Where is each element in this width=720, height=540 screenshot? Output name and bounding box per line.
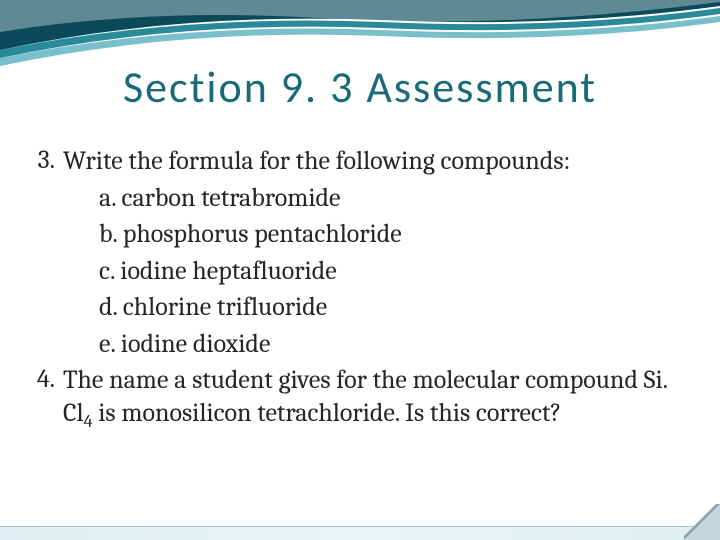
- sub-item-label: a. carbon tetrabromide: [63, 182, 695, 215]
- question-3-sub-b: b. phosphorus pentachloride: [35, 218, 695, 251]
- question-prompt: Write the formula for the following comp…: [63, 145, 695, 178]
- question-prompt: The name a student gives for the molecul…: [63, 364, 695, 433]
- sub-item-label: d. chlorine trifluoride: [63, 291, 695, 324]
- prompt-part-2: is monosilicon tetrachloride. Is this co…: [93, 398, 562, 428]
- subscript: 4: [84, 411, 93, 432]
- question-number: 3.: [35, 145, 63, 178]
- question-3-sub-c: c. iodine heptafluoride: [35, 255, 695, 288]
- sub-item-label: e. iodine dioxide: [63, 328, 695, 361]
- slide-content: 3. Write the formula for the following c…: [35, 145, 695, 437]
- question-3-sub-a: a. carbon tetrabromide: [35, 182, 695, 215]
- sub-item-label: c. iodine heptafluoride: [63, 255, 695, 288]
- question-3: 3. Write the formula for the following c…: [35, 145, 695, 178]
- sub-item-label: b. phosphorus pentachloride: [63, 218, 695, 251]
- question-3-sub-e: e. iodine dioxide: [35, 328, 695, 361]
- question-number: 4.: [35, 364, 63, 433]
- slide-title: Section 9. 3 Assessment: [0, 60, 720, 114]
- question-3-sub-d: d. chlorine trifluoride: [35, 291, 695, 324]
- footer-strip: [0, 526, 720, 540]
- question-4: 4. The name a student gives for the mole…: [35, 364, 695, 433]
- corner-fold-icon: [684, 504, 720, 540]
